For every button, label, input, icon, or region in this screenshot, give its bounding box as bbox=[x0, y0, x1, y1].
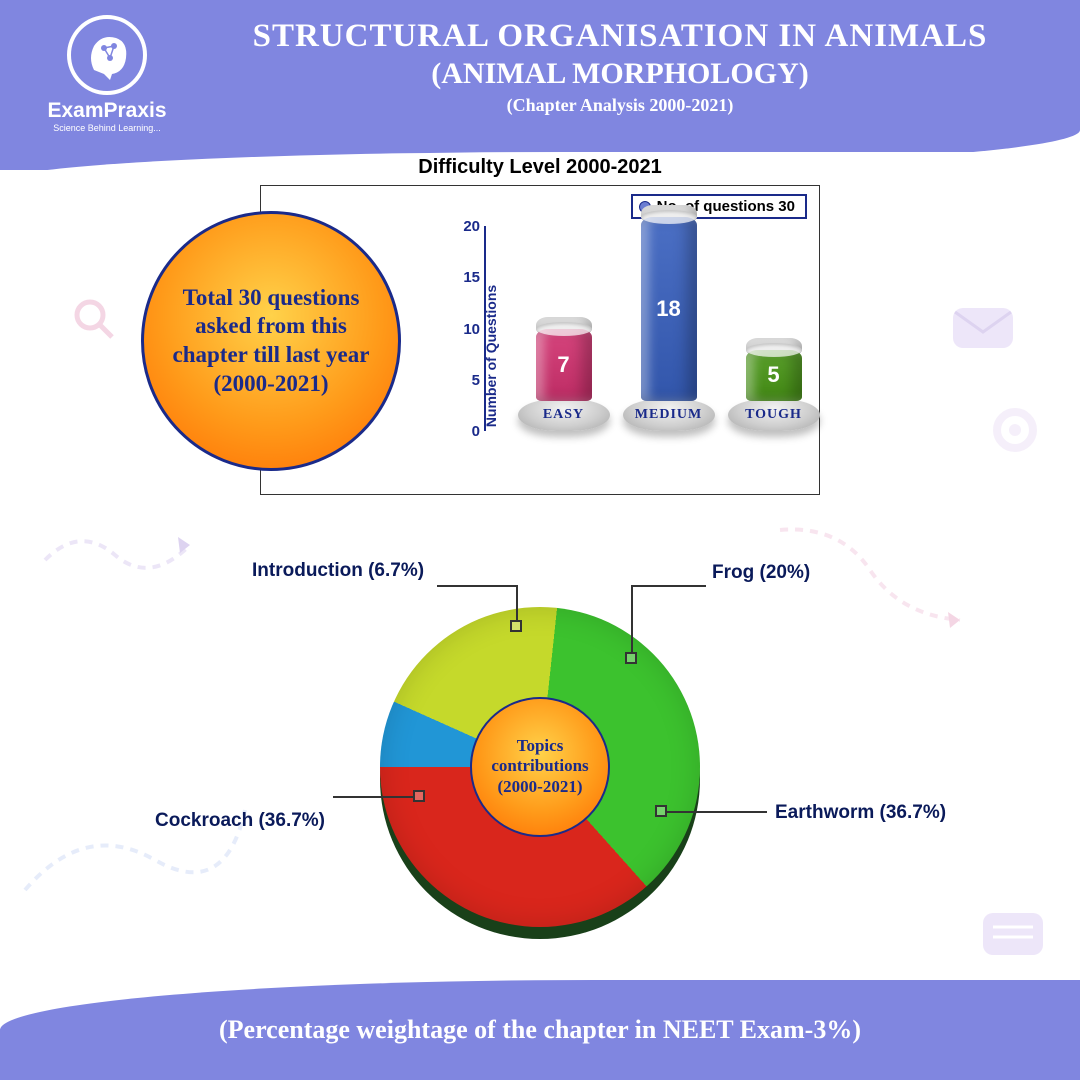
bar-easy: 7 EASY bbox=[516, 317, 611, 431]
summary-text: Total 30 questions asked from this chapt… bbox=[172, 284, 370, 399]
bar-category: MEDIUM bbox=[635, 407, 702, 423]
pie-label-earthworm: Earthworm (36.7%) bbox=[775, 802, 946, 824]
bar-pedestal: EASY bbox=[518, 399, 610, 431]
mail-icon bbox=[945, 290, 1025, 360]
pie-center-label: Topics contributions (2000-2021) bbox=[470, 697, 610, 837]
bars-area: 7 EASY 18 MEDIUM 5 TOUGH bbox=[486, 226, 806, 431]
summary-circle: Total 30 questions asked from this chapt… bbox=[141, 211, 401, 471]
page-span: (Chapter Analysis 2000-2021) bbox=[190, 95, 1050, 116]
bar-tough: 5 TOUGH bbox=[726, 338, 821, 431]
bar-value: 5 bbox=[746, 362, 802, 388]
bar-value: 18 bbox=[641, 296, 697, 322]
bar-medium: 18 MEDIUM bbox=[621, 205, 716, 432]
bar-category: EASY bbox=[543, 407, 584, 423]
page-title: STRUCTURAL ORGANISATION IN ANIMALS bbox=[190, 18, 1050, 55]
logo-block: ExamPraxis Science Behind Learning... bbox=[32, 15, 182, 133]
header: ExamPraxis Science Behind Learning... ST… bbox=[0, 0, 1080, 170]
footer-text: (Percentage weightage of the chapter in … bbox=[219, 1015, 861, 1045]
brand-tagline: Science Behind Learning... bbox=[32, 123, 182, 133]
bar-pedestal: TOUGH bbox=[728, 399, 820, 431]
pie-label-introduction: Introduction (6.7%) bbox=[252, 560, 424, 582]
page-subtitle: (ANIMAL MORPHOLOGY) bbox=[190, 57, 1050, 91]
pie-marker bbox=[655, 805, 667, 817]
y-tick: 15 bbox=[456, 269, 480, 286]
pie-chart: Topics contributions (2000-2021) bbox=[380, 607, 700, 927]
footer: (Percentage weightage of the chapter in … bbox=[0, 980, 1080, 1080]
brand-name: ExamPraxis bbox=[32, 99, 182, 123]
bar-chart-title: Difficulty Level 2000-2021 bbox=[261, 156, 819, 179]
bar-value: 7 bbox=[536, 352, 592, 378]
y-tick: 20 bbox=[456, 218, 480, 235]
pie-region: Topics contributions (2000-2021) Introdu… bbox=[0, 530, 1080, 960]
search-icon bbox=[70, 295, 120, 345]
title-block: STRUCTURAL ORGANISATION IN ANIMALS (ANIM… bbox=[190, 18, 1050, 116]
pie-label-cockroach: Cockroach (36.7%) bbox=[155, 810, 325, 832]
y-tick: 5 bbox=[456, 372, 480, 389]
bar-category: TOUGH bbox=[745, 407, 802, 423]
bar-chart: Number of Questions 05101520 7EASY18MEDI… bbox=[456, 226, 806, 486]
gear-icon bbox=[980, 395, 1050, 465]
bar-pedestal: MEDIUM bbox=[623, 399, 715, 431]
y-tick: 10 bbox=[456, 321, 480, 338]
difficulty-panel: Difficulty Level 2000-2021 No. of questi… bbox=[260, 185, 820, 495]
brain-icon bbox=[67, 15, 147, 95]
pie-label-frog: Frog (20%) bbox=[712, 562, 810, 584]
y-tick: 0 bbox=[456, 423, 480, 440]
